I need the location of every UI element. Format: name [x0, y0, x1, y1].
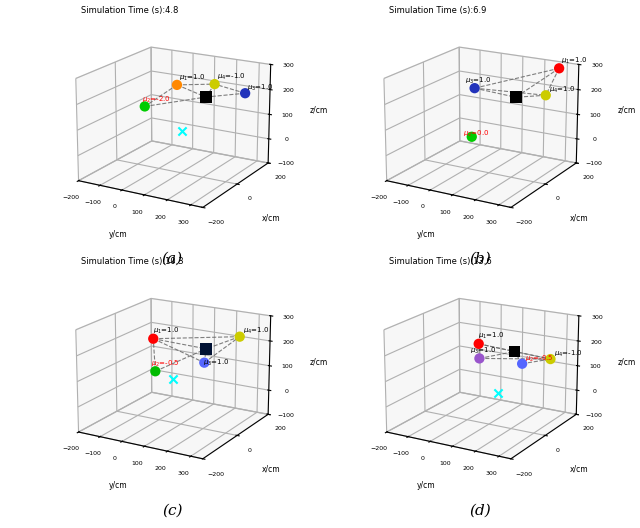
Y-axis label: x/cm: x/cm [262, 214, 280, 223]
Text: Simulation Time (s):13.6: Simulation Time (s):13.6 [388, 258, 492, 267]
X-axis label: y/cm: y/cm [417, 230, 436, 239]
Y-axis label: x/cm: x/cm [570, 465, 588, 474]
Text: Simulation Time (s):6.9: Simulation Time (s):6.9 [388, 6, 486, 15]
X-axis label: y/cm: y/cm [109, 481, 127, 490]
Text: (b): (b) [470, 252, 492, 266]
X-axis label: y/cm: y/cm [109, 230, 127, 239]
Text: (a): (a) [162, 252, 183, 266]
Text: Simulation Time (s):10.3: Simulation Time (s):10.3 [81, 258, 183, 267]
X-axis label: y/cm: y/cm [417, 481, 436, 490]
Text: Simulation Time (s):4.8: Simulation Time (s):4.8 [81, 6, 178, 15]
Text: (c): (c) [162, 503, 182, 517]
Y-axis label: x/cm: x/cm [570, 214, 588, 223]
Text: (d): (d) [470, 503, 492, 517]
Y-axis label: x/cm: x/cm [262, 465, 280, 474]
